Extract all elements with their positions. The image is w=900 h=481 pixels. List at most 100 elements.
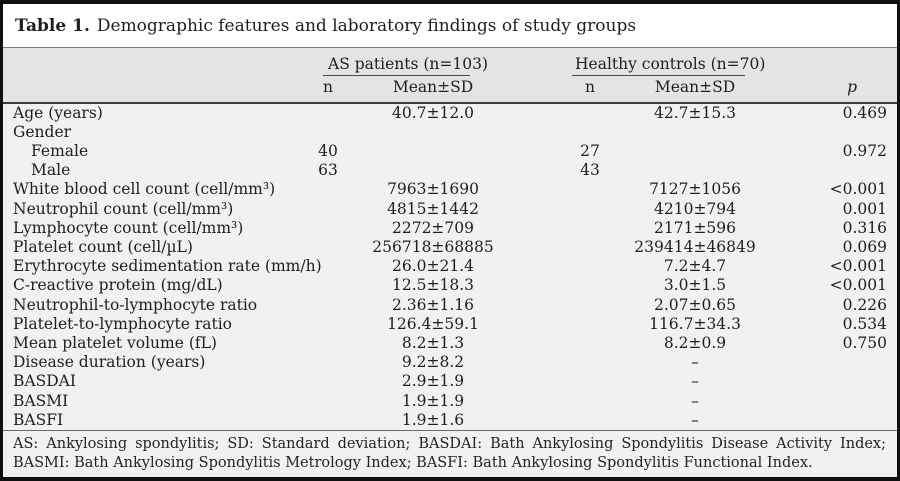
as-mean-sd-value: 2.36±1.16 <box>392 295 475 314</box>
hc-n-value: 27 <box>580 141 600 160</box>
as-n-value <box>303 372 353 391</box>
table-row: Erythrocyte sedimentation rate (mm/h) 26.… <box>3 257 897 276</box>
table-row: Neutrophil-to-lymphocyte ratio 2.36±1.16 2… <box>3 296 897 315</box>
table-row: Age (years) 40.7±12.0 42.7±15.3 0.469 <box>3 103 897 123</box>
spacer-cell <box>513 161 565 180</box>
table-row: BASFI 1.9±1.6 – <box>3 411 897 430</box>
as-n-column-header: n <box>303 75 353 104</box>
hc-n-value <box>565 238 615 257</box>
spacer-cell <box>513 103 565 123</box>
row-label: Neutrophil count (cell/mm³) <box>13 199 234 218</box>
row-label: Neutrophil-to-lymphocyte ratio <box>13 295 258 314</box>
p-value: 0.972 <box>842 141 888 160</box>
as-n-value <box>303 296 353 315</box>
as-mean-sd-value: 1.9±1.6 <box>401 410 465 429</box>
as-n-value <box>303 103 353 123</box>
spacer-cell <box>513 238 565 257</box>
p-value: 0.316 <box>842 218 888 237</box>
table-header: AS patients (n=103) Healthy controls (n=… <box>3 47 898 104</box>
hc-n-value <box>565 392 615 411</box>
spacer-cell <box>513 180 565 199</box>
empty-cell <box>3 75 303 104</box>
table-row: Disease duration (years) 9.2±8.2 – <box>3 353 897 372</box>
p-value: 0.534 <box>842 314 888 333</box>
as-mean-sd-value: 12.5±18.3 <box>392 276 475 295</box>
p-column-header: p <box>775 75 898 104</box>
hc-mean-sd-value: 7127±1056 <box>649 180 741 199</box>
as-mean-sd-value <box>353 142 513 161</box>
p-value: 0.069 <box>842 237 888 256</box>
hc-mean-sd-value: 3.0±1.5 <box>663 276 727 295</box>
p-value <box>775 123 897 142</box>
as-n-value <box>303 276 353 295</box>
row-label: Erythrocyte sedimentation rate (mm/h) <box>13 257 322 276</box>
row-label: C-reactive protein (mg/dL) <box>13 276 223 295</box>
hc-n-value <box>565 372 615 391</box>
as-mean-sd-value: 2.9±1.9 <box>401 372 465 391</box>
p-value: 0.469 <box>842 103 888 122</box>
p-value: 0.750 <box>842 333 888 352</box>
row-label: Platelet-to-lymphocyte ratio <box>13 314 233 333</box>
hc-n-value <box>565 353 615 372</box>
empty-cell <box>3 48 303 76</box>
table-row: Male 63 43 <box>3 161 897 180</box>
spacer-cell <box>513 411 565 430</box>
p-value <box>775 353 897 372</box>
as-mean-sd-value: 4815±1442 <box>387 199 479 218</box>
as-mean-sd-value: 1.9±1.9 <box>401 391 465 410</box>
empty-cell <box>775 48 897 76</box>
hc-mean-sd-value <box>615 161 775 180</box>
p-value <box>775 411 897 430</box>
hc-n-value <box>565 103 615 123</box>
table-title: Table 1. Demographic features and labora… <box>3 4 897 47</box>
spacer-cell <box>513 142 565 161</box>
as-n-value <box>303 392 353 411</box>
healthy-controls-group-header: Healthy controls (n=70) <box>565 48 775 76</box>
spacer-cell <box>513 200 565 219</box>
row-label: Disease duration (years) <box>13 353 206 372</box>
hc-mean-sd-value: 8.2±0.9 <box>663 333 727 352</box>
hc-mean-sd-value: 2171±596 <box>654 218 737 237</box>
row-label: White blood cell count (cell/mm³) <box>13 180 276 199</box>
spacer-cell <box>513 48 565 76</box>
as-n-value <box>303 411 353 430</box>
hc-mean-sd-value <box>615 123 775 142</box>
as-n-value: 63 <box>318 161 338 180</box>
row-label: Platelet count (cell/µL) <box>13 237 193 256</box>
table-number: Table 1. <box>15 15 90 36</box>
hc-mean-sd-column-header: Mean±SD <box>615 75 776 104</box>
table-row: C-reactive protein (mg/dL) 12.5±18.3 3.0±1… <box>3 276 897 295</box>
row-label: Gender <box>13 122 72 141</box>
row-label: BASFI <box>13 410 64 429</box>
as-n-value <box>303 353 353 372</box>
as-n-value <box>303 219 353 238</box>
hc-n-value <box>565 315 615 334</box>
table-row: BASDAI 2.9±1.9 – <box>3 372 897 391</box>
spacer-cell <box>513 334 565 353</box>
row-label: Mean platelet volume (fL) <box>13 333 217 352</box>
spacer-cell <box>513 276 565 295</box>
spacer-cell <box>513 219 565 238</box>
as-n-value: 40 <box>318 141 338 160</box>
hc-mean-sd-value: 42.7±15.3 <box>654 103 737 122</box>
table-row: Platelet-to-lymphocyte ratio 126.4±59.1 11… <box>3 315 897 334</box>
hc-n-value: 43 <box>580 161 600 180</box>
as-n-value <box>303 200 353 219</box>
table-row: Female 40 27 0.972 <box>3 142 897 161</box>
as-mean-sd-value <box>353 161 513 180</box>
as-mean-sd-value: 2272±709 <box>391 218 475 237</box>
table-row: Lymphocyte count (cell/mm³) 2272±709 2171±… <box>3 219 897 238</box>
p-value <box>775 161 897 180</box>
p-value: <0.001 <box>829 180 888 199</box>
hc-n-value <box>565 219 615 238</box>
hc-n-value <box>565 257 615 276</box>
p-value: <0.001 <box>829 257 888 276</box>
as-mean-sd-value: 26.0±21.4 <box>392 257 475 276</box>
table-footnote: AS: Ankylosing spondylitis; SD: Standard… <box>3 429 897 477</box>
table-row: BASMI 1.9±1.9 – <box>3 392 897 411</box>
hc-n-value <box>565 296 615 315</box>
hc-n-value <box>565 411 615 430</box>
hc-mean-sd-value: 2.07±0.65 <box>654 295 737 314</box>
spacer-cell <box>513 123 565 142</box>
